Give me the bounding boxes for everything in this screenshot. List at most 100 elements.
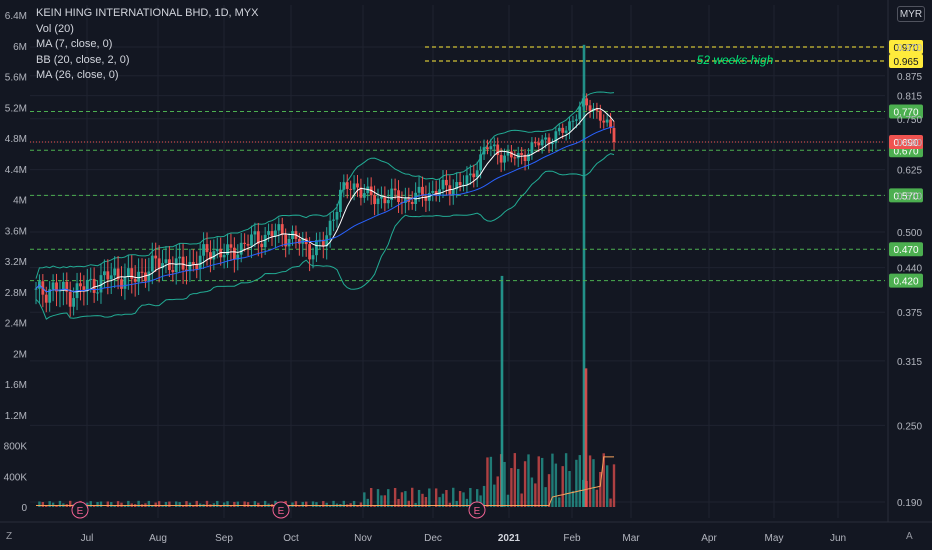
candle-body xyxy=(297,238,301,244)
volume-bar xyxy=(523,461,527,507)
candle-body xyxy=(291,231,294,240)
volume-bar xyxy=(89,501,92,507)
volume-bar xyxy=(417,489,421,507)
volume-bar xyxy=(342,500,346,507)
volume-tick-label: 2.8M xyxy=(5,288,27,299)
volume-tick-label: 4.8M xyxy=(5,134,27,145)
currency-button[interactable]: MYR xyxy=(897,6,925,22)
volume-bar xyxy=(609,498,612,507)
candle-body xyxy=(253,231,257,235)
volume-bar xyxy=(175,501,178,507)
price-tick-label: 0.375 xyxy=(897,308,922,319)
price-tick-label: 0.815 xyxy=(897,92,922,103)
volume-bar xyxy=(393,487,397,507)
time-tick-label: Nov xyxy=(354,533,372,544)
volume-bar xyxy=(520,493,523,507)
volume-bar xyxy=(106,501,110,507)
indicator-ma7[interactable]: MA (7, close, 0) xyxy=(36,38,113,50)
volume-bar xyxy=(366,498,369,507)
volume-bar xyxy=(434,488,438,507)
price-tick-label: 0.750 xyxy=(897,115,922,126)
level-tag-bg xyxy=(889,40,923,54)
candle-body xyxy=(48,289,52,303)
candle-body xyxy=(215,248,219,252)
candle-body xyxy=(523,154,527,162)
volume-bar xyxy=(595,489,599,507)
volume-bar xyxy=(253,501,257,507)
candle-body xyxy=(376,198,380,205)
candle-body xyxy=(263,234,267,248)
volume-tick-label: 1.6M xyxy=(5,380,27,391)
volume-bar xyxy=(99,501,103,507)
candle-body xyxy=(414,192,418,204)
level-tag-label: 0.670 xyxy=(893,146,918,157)
volume-bar xyxy=(250,505,253,507)
candle-body xyxy=(287,239,291,247)
volume-bar xyxy=(116,501,120,507)
candle-body xyxy=(499,155,503,163)
candle-body xyxy=(557,127,561,132)
volume-bar xyxy=(157,501,161,507)
candle-body xyxy=(106,271,110,280)
volume-bar xyxy=(120,502,123,507)
volume-bar xyxy=(503,461,506,507)
volume-bar xyxy=(110,502,113,507)
candle-body xyxy=(236,254,240,260)
candle-body xyxy=(345,182,349,189)
candle-body xyxy=(393,188,397,191)
volume-bar xyxy=(489,456,493,507)
indicator-ma26[interactable]: MA (26, close, 0) xyxy=(36,69,119,81)
volume-bar xyxy=(383,495,387,507)
price-tick-label: 0.250 xyxy=(897,421,922,432)
bollinger-upper xyxy=(35,91,615,279)
indicator-bollinger[interactable]: BB (20, close, 2, 0) xyxy=(36,53,130,66)
volume-tick-label: 5.6M xyxy=(5,73,27,84)
candle-body xyxy=(123,276,127,289)
symbol-title[interactable]: KEIN HING INTERNATIONAL BHD, 1D, MYX xyxy=(36,7,259,19)
volume-bar xyxy=(96,501,99,507)
level-tag: 0.965 xyxy=(889,54,923,68)
volume-bar xyxy=(216,500,219,507)
volume-tick-label: 5.2M xyxy=(5,103,27,114)
volume-bar xyxy=(318,505,322,507)
auto-scale-button[interactable]: A xyxy=(906,531,913,542)
volume-bar xyxy=(462,492,465,507)
earnings-marker-label: E xyxy=(278,506,285,517)
annotation-52w-high: 52 weeks high xyxy=(697,53,774,67)
volume-bar xyxy=(127,500,130,507)
bollinger-bands xyxy=(35,91,615,320)
candle-body xyxy=(96,292,99,294)
volume-bar xyxy=(411,487,414,507)
indicator-volume[interactable]: Vol (20) xyxy=(36,22,74,35)
volume-bar xyxy=(578,455,581,507)
level-tag: 0.470 xyxy=(889,242,923,257)
price-tick-label: 0.190 xyxy=(897,498,922,509)
candle-body xyxy=(513,157,517,159)
indicator-legend: KEIN HING INTERNATIONAL BHD, 1D, MYX Vol… xyxy=(36,6,258,84)
volume-bar xyxy=(332,500,335,507)
volume-bar xyxy=(397,498,400,507)
candle-body xyxy=(144,272,147,282)
candle-body xyxy=(55,282,58,292)
candle-body xyxy=(609,119,612,129)
volume-tick-label: 800K xyxy=(4,442,28,453)
volume-tick-label: 0 xyxy=(21,503,27,514)
candle-body xyxy=(335,211,339,220)
volume-bar xyxy=(287,505,291,507)
zoom-button[interactable]: Z xyxy=(6,531,13,542)
candle-body xyxy=(171,270,175,273)
volume-tick-label: 6.4M xyxy=(5,11,27,22)
candle-body xyxy=(222,254,226,258)
candle-body xyxy=(315,240,318,256)
volume-bar xyxy=(510,468,513,507)
volume-bar xyxy=(222,502,226,507)
candle-body xyxy=(540,139,544,146)
volume-tick-label: 3.2M xyxy=(5,257,27,268)
volume-bar xyxy=(380,495,383,507)
candle-body xyxy=(260,243,264,248)
candle-body xyxy=(588,105,592,111)
level-tag-bg xyxy=(889,242,923,257)
